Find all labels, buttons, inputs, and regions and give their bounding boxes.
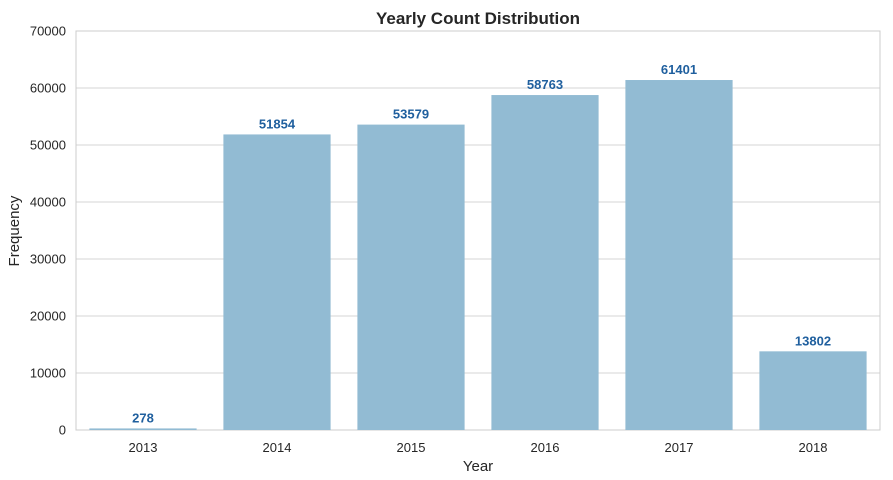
y-axis-ticks: 0 10000 20000 30000 40000 50000 60000 70000 [30, 24, 66, 438]
x-tick-label: 2018 [799, 440, 828, 455]
y-tick-label: 50000 [30, 138, 66, 153]
bar-2015 [357, 124, 465, 430]
x-tick-label: 2014 [263, 440, 292, 455]
y-axis-label: Frequency [6, 195, 23, 266]
x-tick-label: 2017 [665, 440, 694, 455]
y-tick-label: 0 [59, 423, 66, 438]
x-axis-label: Year [463, 458, 493, 475]
y-tick-label: 70000 [30, 24, 66, 39]
y-tick-label: 20000 [30, 309, 66, 324]
data-label-2018: 13802 [795, 333, 831, 348]
data-labels: 278 51854 53579 58763 61401 13802 [132, 62, 831, 425]
data-label-2016: 58763 [527, 77, 563, 92]
x-tick-label: 2013 [129, 440, 158, 455]
y-tick-label: 30000 [30, 252, 66, 267]
chart-title: Yearly Count Distribution [376, 9, 580, 28]
data-label-2017: 61401 [661, 62, 697, 77]
y-tick-label: 10000 [30, 366, 66, 381]
data-label-2013: 278 [132, 410, 154, 425]
data-label-2015: 53579 [393, 107, 429, 122]
bar-2014 [223, 134, 331, 431]
data-label-2014: 51854 [259, 116, 296, 131]
y-tick-label: 40000 [30, 195, 66, 210]
x-tick-label: 2016 [531, 440, 560, 455]
bar-2013 [89, 428, 197, 430]
bars [89, 80, 867, 431]
bar-2016 [491, 95, 599, 430]
x-tick-label: 2015 [397, 440, 426, 455]
gridlines [76, 30, 880, 431]
y-tick-label: 60000 [30, 81, 66, 96]
x-axis-ticks: 2013 2014 2015 2016 2017 2018 [129, 440, 828, 455]
bar-2018 [759, 351, 867, 430]
plot-frame [75, 30, 881, 431]
bar-2017 [625, 80, 733, 431]
